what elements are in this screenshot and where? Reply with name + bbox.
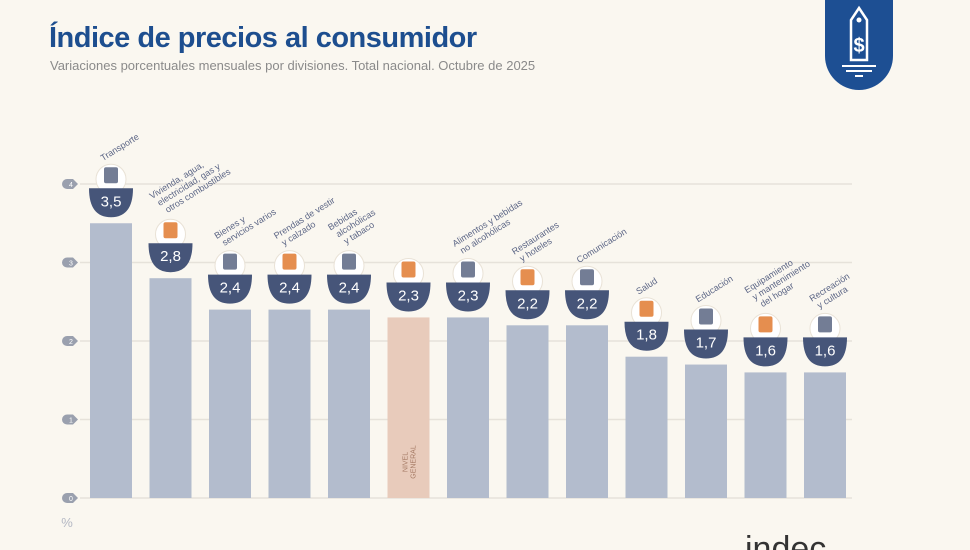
value-label: 2,3: [458, 287, 479, 304]
value-label: 2,2: [517, 295, 538, 312]
value-badge: [505, 290, 550, 320]
page-title: Índice de precios al consumidor: [49, 22, 477, 54]
icon-shape: [758, 316, 773, 333]
bar: [387, 317, 430, 498]
category-label: Educación: [694, 273, 735, 304]
tick-marker: [62, 336, 78, 346]
bar: [804, 372, 846, 498]
label-line: Educación: [694, 273, 735, 304]
value-badge: [148, 243, 193, 273]
label-line: Comunicación: [575, 226, 629, 265]
bar: [625, 356, 668, 498]
page-subtitle: Variaciones porcentuales mensuales por d…: [50, 58, 536, 73]
smartphone-icon: [571, 265, 603, 297]
value-badge: [208, 274, 252, 304]
bar: [90, 223, 132, 498]
label-line: Salud: [634, 276, 659, 297]
value-badge: [624, 321, 669, 351]
label-line: NIVEL: [403, 452, 410, 472]
value-badge: [684, 329, 728, 359]
bar: [268, 309, 311, 498]
bar: [149, 278, 192, 498]
value-badge: [89, 188, 133, 218]
icon-shape: [461, 261, 475, 278]
icon-shape: [104, 167, 118, 184]
value-label: 1,7: [696, 335, 717, 352]
bar: [506, 325, 549, 498]
label-line: Alimentos y bebidas: [450, 197, 524, 248]
category-label: Comunicación: [575, 226, 629, 265]
icon-shape: [580, 269, 594, 286]
bar: [328, 309, 370, 498]
chicken-icon: [452, 257, 484, 289]
category-label: Transporte: [99, 132, 141, 163]
y-axis-unit: %: [61, 515, 73, 530]
label-line: Transporte: [99, 132, 141, 163]
icon-shape: [401, 261, 416, 278]
tick-marker: [62, 414, 78, 425]
value-badge: [386, 282, 431, 312]
y-tick-label: 4: [69, 182, 73, 189]
shopping-basket-icon: [393, 257, 424, 289]
icon-shape: [520, 269, 535, 286]
icon-shape: [639, 300, 654, 317]
bar: [566, 325, 608, 498]
svg-text:$: $: [853, 35, 864, 57]
indec-logo: indec: [745, 530, 826, 550]
icon-shape: [818, 316, 832, 333]
lightbulb-icon: [155, 218, 186, 250]
category-label: Recreacióny cultura: [807, 271, 856, 312]
bottle-icon: [333, 250, 365, 282]
value-label: 2,2: [577, 295, 598, 312]
tools-icon: [214, 250, 246, 282]
category-label: Bienes yservicios varios: [212, 198, 278, 249]
icon-shape: [282, 253, 297, 270]
value-label: 1,6: [755, 342, 776, 359]
bar: [685, 364, 727, 498]
tick-marker: [62, 179, 78, 189]
category-label: Restaurantesy hoteles: [510, 219, 566, 265]
car-icon: [95, 163, 127, 195]
value-label: 2,3: [398, 287, 419, 304]
icon-shape: [342, 253, 356, 270]
value-badge: [743, 337, 788, 367]
value-badge: [267, 274, 312, 304]
value-label: 1,8: [636, 327, 657, 344]
category-label: Bebidasalcohólicasy tabaco: [326, 198, 383, 249]
category-label: Equipamientoy mantenimientodel hogar: [743, 250, 817, 312]
notebook-icon: [690, 305, 722, 337]
icon-shape: [699, 308, 713, 325]
label-line: GENERAL: [411, 445, 418, 479]
bar: [744, 372, 787, 498]
highlight-bar-label: NIVELGENERAL: [403, 445, 418, 479]
value-badge: [565, 290, 609, 320]
value-label: 2,4: [220, 280, 241, 297]
icon-shape: [163, 222, 178, 239]
plate-cutlery-icon: [512, 265, 543, 297]
value-label: 2,4: [279, 280, 300, 297]
value-badge: [446, 282, 490, 312]
value-label: 3,5: [101, 193, 122, 210]
price-tag-logo-icon: $: [825, 0, 893, 90]
value-badge: [327, 274, 371, 304]
value-badge: [803, 337, 847, 367]
bar: [209, 309, 251, 498]
y-tick-label: 1: [69, 418, 73, 425]
value-label: 1,6: [815, 342, 836, 359]
tick-marker: [62, 493, 78, 503]
category-label: Salud: [634, 276, 659, 297]
y-tick-label: 0: [69, 496, 73, 503]
value-label: 2,4: [339, 280, 360, 297]
umbrella-sun-icon: [809, 312, 841, 344]
tshirt-icon: [274, 250, 305, 282]
bar: [447, 317, 489, 498]
value-label: 2,8: [160, 248, 181, 265]
y-tick-label: 2: [69, 339, 73, 346]
y-tick-label: 3: [69, 261, 73, 268]
icon-shape: [223, 253, 237, 270]
tick-marker: [62, 257, 78, 268]
